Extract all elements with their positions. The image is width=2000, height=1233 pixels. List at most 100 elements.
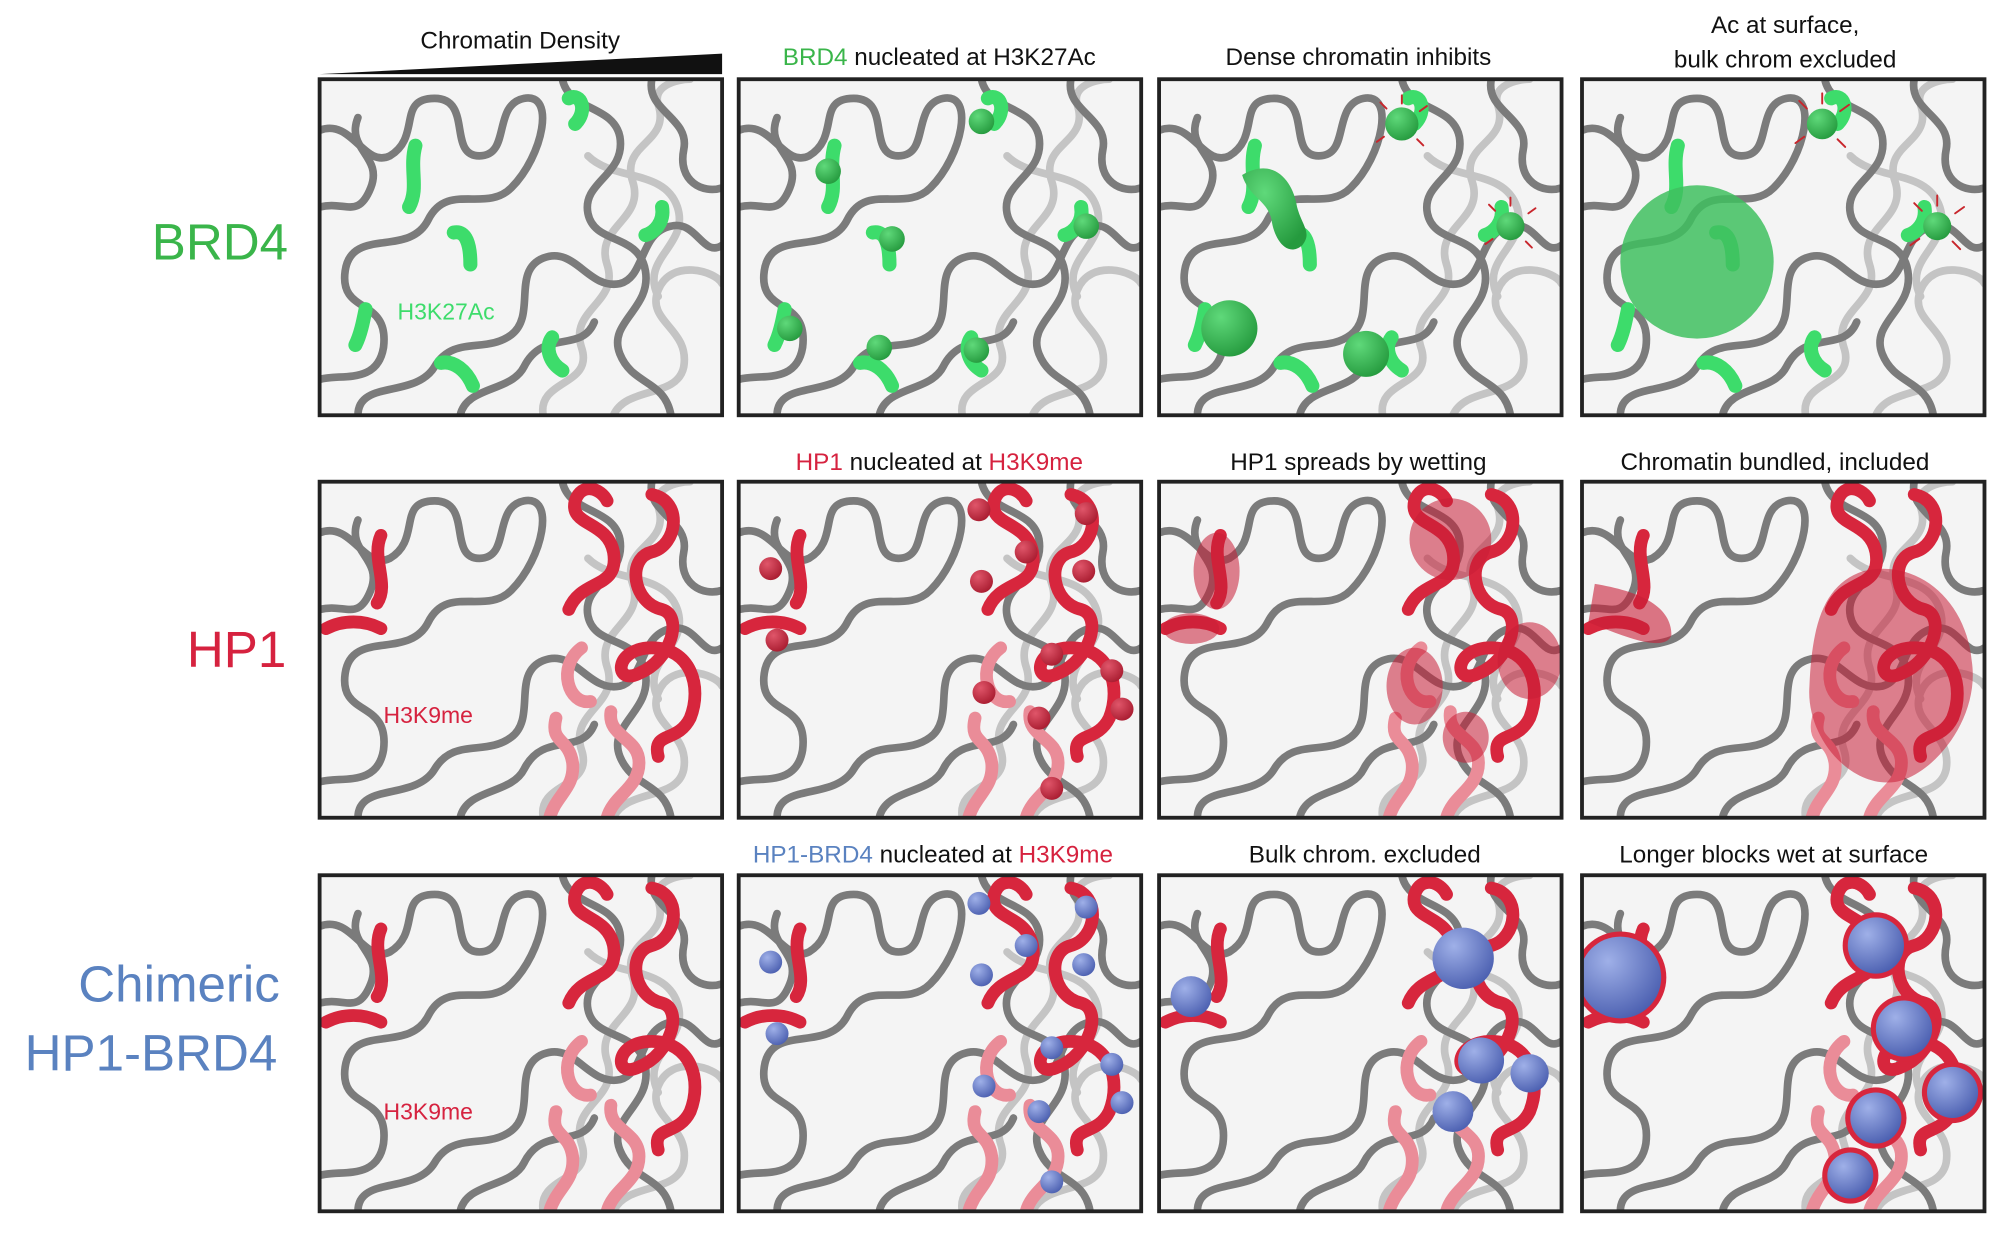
chromatin-fiber	[558, 875, 675, 1212]
protein-name: BRD4	[783, 44, 848, 71]
inhibitor	[1379, 101, 1388, 110]
chimera-droplet	[1850, 1092, 1902, 1144]
panel-frame	[317, 873, 725, 1214]
chimera-droplet	[1014, 934, 1038, 958]
hp1-droplet	[1027, 706, 1051, 730]
brd4-droplet	[968, 108, 995, 135]
density-wedge	[319, 53, 723, 75]
brd4-droplet	[963, 337, 990, 363]
chimera-droplet	[1074, 895, 1098, 919]
chromatin-fiber	[1909, 481, 1985, 596]
h3k9me-segment	[789, 528, 808, 610]
chromatin-fiber	[1159, 890, 1386, 1180]
panel-frame	[1580, 873, 1987, 1214]
h3k9me-segment	[562, 482, 621, 616]
panel	[736, 77, 1144, 418]
h3k27ac-segment	[402, 138, 423, 215]
hp1-droplet	[1040, 776, 1064, 800]
mark-name: H3K9me	[1019, 841, 1113, 868]
h3k27ac-segment	[348, 302, 373, 353]
hp1-droplet	[759, 557, 783, 581]
chimera-droplet	[765, 1022, 789, 1046]
h3k9me-segment	[1454, 488, 1541, 763]
brd4-droplet	[879, 226, 905, 252]
chromatin-fiber	[319, 909, 378, 1007]
chromatin-fiber	[319, 516, 378, 614]
h3k27ac-segment	[1804, 330, 1832, 378]
hp1-droplet	[969, 569, 993, 593]
chromatin-fiber	[456, 720, 599, 818]
brd4-droplet	[1073, 213, 1100, 239]
h3k9me-segment-far	[543, 1105, 580, 1212]
panel	[1580, 873, 1987, 1214]
hp1-droplet	[765, 628, 789, 652]
chromatin	[738, 875, 1142, 1212]
h3k9me-segment-far	[543, 711, 580, 818]
chromatin-fiber	[875, 1114, 1018, 1212]
inhibitor	[1418, 105, 1428, 113]
chromatin-fiber	[1486, 875, 1562, 990]
step-title: Dense chromatin inhibits	[1226, 44, 1492, 71]
chimera-droplet	[1100, 1052, 1124, 1076]
h3k9me-segment-far	[1823, 1034, 1860, 1102]
h3k9me-segment-far	[600, 1098, 646, 1212]
chromatin-fiber	[738, 94, 966, 384]
chromatin	[1582, 79, 1985, 416]
chimera-droplet	[967, 891, 991, 915]
chromatin-fiber	[1066, 875, 1142, 990]
h3k9me-segment	[319, 1009, 388, 1029]
brd4-droplet	[1343, 330, 1390, 377]
inhibitor	[1909, 237, 1921, 247]
step-title: BRD4 nucleated at H3K27Ac	[783, 44, 1096, 71]
chromatin	[738, 481, 1142, 818]
h3k9me-segment	[981, 876, 1040, 1010]
chimera-droplet	[972, 1074, 996, 1098]
protein-name: HP1	[796, 449, 843, 476]
chromatin-fiber-far	[1003, 152, 1103, 301]
h3k9me-segment	[1633, 528, 1651, 610]
row-label: BRD4	[152, 213, 288, 270]
chromatin-fiber-far	[1028, 266, 1142, 416]
h3k9me-segment	[614, 881, 702, 1157]
chromatin-fiber	[738, 516, 797, 614]
h3k9me-segment-far	[962, 711, 999, 818]
chromatin-fiber	[1398, 79, 1515, 416]
protein-name: HP1-BRD4	[753, 841, 873, 868]
inhibitor	[1954, 206, 1965, 215]
h3k9me-segment-far	[962, 1105, 999, 1212]
inhibitor	[1798, 99, 1808, 110]
chromatin-fiber	[738, 496, 966, 786]
chromatin	[1159, 79, 1562, 416]
chimera-droplet	[1040, 1036, 1064, 1060]
step-text: nucleated at H3K27Ac	[854, 44, 1095, 71]
row-label: Chimeric	[78, 956, 280, 1013]
inhibitor	[1488, 203, 1497, 212]
chimera-droplet	[1040, 1170, 1064, 1194]
brd4-droplet	[815, 158, 841, 184]
inhibitor	[1527, 207, 1537, 215]
chromatin-fiber	[647, 875, 723, 990]
panel-frame	[736, 873, 1144, 1214]
hp1-droplet	[1040, 642, 1064, 666]
brd4-dumbbell	[1242, 168, 1307, 250]
h3k9me-segment	[789, 922, 808, 1004]
hp1-wetting	[1162, 613, 1220, 644]
inhibitor	[1524, 240, 1533, 249]
chromatin-fiber	[647, 481, 723, 596]
chromatin-fiber	[977, 79, 1094, 416]
hp1-wetting	[1409, 498, 1492, 581]
h3k27ac-segment	[541, 330, 570, 378]
h3k27ac-segment	[638, 199, 670, 243]
h3k9me-segment	[614, 488, 702, 763]
inhibitor	[1375, 135, 1385, 143]
chimera-droplet	[1510, 1054, 1549, 1093]
step-title: HP1 spreads by wetting	[1230, 449, 1486, 476]
chromatin-fiber-far	[584, 152, 684, 301]
chimera-droplet	[759, 950, 783, 974]
panel	[317, 873, 725, 1214]
h3k9me-segment	[370, 528, 388, 610]
chromatin	[1159, 481, 1562, 818]
chromatin-fiber	[319, 94, 547, 384]
panel-frame	[317, 479, 725, 820]
chromatin-fiber	[738, 909, 797, 1007]
